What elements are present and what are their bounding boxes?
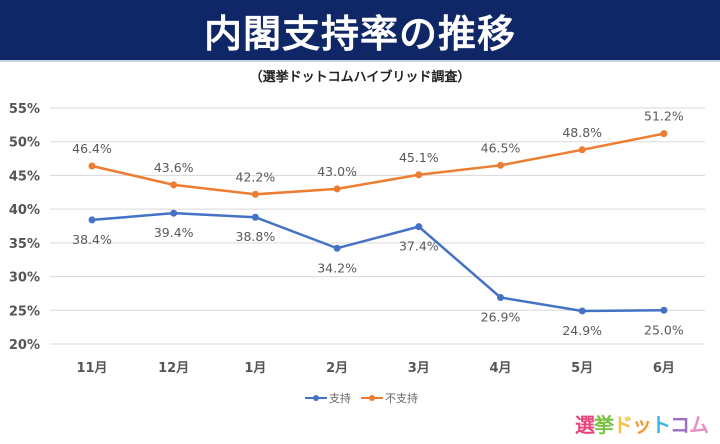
x-tick-label: 3月 (408, 361, 430, 376)
data-label: 42.2% (236, 169, 276, 184)
series-line-0 (91, 211, 664, 313)
data-label: 46.5% (481, 140, 521, 155)
data-label: 51.2% (644, 109, 684, 124)
x-tick-label: 5月 (571, 361, 593, 376)
data-point (333, 244, 341, 252)
x-tick-label: 4月 (489, 361, 511, 376)
legend-item-disapprove: 不支持 (361, 390, 418, 406)
title-banner: 内閣支持率の推移 (0, 0, 720, 62)
data-point (578, 146, 586, 154)
data-point (170, 181, 178, 189)
x-tick-label: 11月 (76, 361, 107, 376)
data-label: 37.4% (399, 239, 439, 254)
data-label: 38.8% (236, 229, 276, 244)
y-tick-label: 25% (9, 304, 40, 319)
data-label: 46.4% (72, 141, 112, 156)
data-point (497, 293, 504, 301)
data-point (251, 190, 259, 198)
y-tick-label: 20% (9, 338, 40, 353)
data-label: 24.9% (562, 323, 602, 338)
chart-subtitle: （選挙ドットコムハイブリッド調査） (249, 70, 471, 85)
legend-label: 不支持 (385, 392, 418, 405)
y-tick-label: 55% (9, 102, 40, 117)
data-label: 34.2% (317, 260, 357, 275)
y-tick-label: 45% (9, 169, 40, 184)
data-point (660, 306, 668, 314)
legend: 支持 不支持 (305, 390, 418, 406)
series-line-1 (91, 132, 665, 196)
x-tick-label: 2月 (326, 361, 348, 376)
data-label: 25.0% (644, 322, 684, 337)
x-tick-label: 12月 (158, 361, 189, 376)
y-tick-label: 50% (9, 136, 40, 151)
y-tick-label: 30% (9, 271, 40, 286)
x-tick-label: 1月 (244, 361, 266, 376)
y-tick-label: 40% (9, 203, 40, 218)
x-tick-label: 6月 (653, 361, 675, 376)
data-label: 43.0% (317, 164, 357, 179)
data-label: 38.4% (72, 232, 112, 247)
data-label: 48.8% (562, 125, 602, 140)
y-tick-label: 35% (9, 237, 40, 252)
data-point (497, 161, 504, 169)
data-point (88, 162, 96, 170)
legend-marker-disapprove (361, 394, 383, 401)
data-point (170, 209, 178, 217)
legend-item-support: 支持 (305, 390, 351, 406)
chart-title: 内閣支持率の推移 (203, 11, 516, 56)
data-point (660, 130, 668, 138)
legend-label: 支持 (329, 392, 351, 405)
data-point (251, 213, 259, 221)
data-point (415, 223, 423, 231)
data-point (333, 185, 341, 193)
data-label: 26.9% (481, 309, 521, 324)
data-label: 43.6% (154, 160, 194, 175)
data-label: 39.4% (154, 225, 194, 240)
legend-marker-support (305, 394, 327, 401)
data-point (578, 307, 586, 315)
data-point (88, 216, 96, 224)
data-label: 45.1% (399, 150, 439, 165)
data-point (415, 171, 423, 179)
logo: 選挙ドットコム (575, 413, 709, 437)
